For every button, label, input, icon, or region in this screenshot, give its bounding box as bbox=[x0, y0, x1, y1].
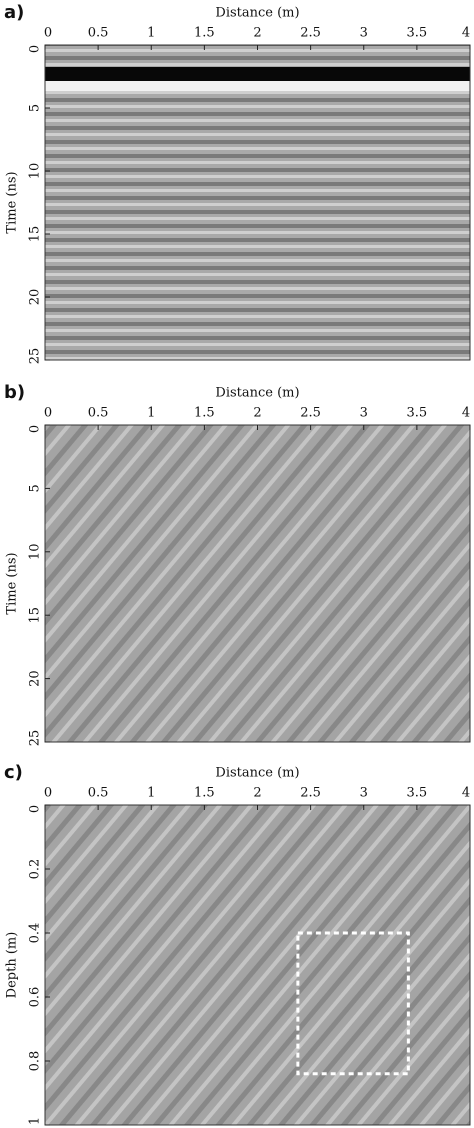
radargram bbox=[45, 425, 470, 742]
y-tick-label: 0.6 bbox=[28, 987, 43, 1008]
y-tick-label: 0.2 bbox=[28, 859, 43, 880]
x-tick-label: 2.5 bbox=[300, 26, 321, 41]
y-tick-label: 10 bbox=[28, 163, 43, 180]
y-tick-label: 0.4 bbox=[28, 923, 43, 944]
y-tick-label: 5 bbox=[28, 104, 43, 112]
x-tick-label: 4 bbox=[462, 786, 470, 801]
y-tick-label: 0 bbox=[28, 45, 43, 53]
x-tick-label: 1 bbox=[147, 26, 155, 41]
x-tick-label: 2 bbox=[253, 26, 261, 41]
panel: b) Distance (m) Time (ns) 0 0.5 1 1.5 2 2.5 3 3.5 4… bbox=[4, 382, 471, 747]
y-tick-label: 0 bbox=[28, 425, 43, 433]
y-tick-label: 0.8 bbox=[28, 1051, 43, 1072]
y-tick-label: 25 bbox=[28, 730, 43, 747]
x-tick-label: 2 bbox=[253, 786, 261, 801]
x-tick-label: 0 bbox=[44, 786, 52, 801]
y-tick-label: 20 bbox=[28, 670, 43, 687]
y-tick-label: 10 bbox=[28, 544, 43, 561]
y-axis-label: Time (ns) bbox=[5, 171, 20, 233]
x-tick-label: 3 bbox=[360, 406, 368, 421]
y-tick-label: 15 bbox=[28, 607, 43, 624]
x-tick-label: 2 bbox=[253, 406, 261, 421]
x-tick-label: 3.5 bbox=[407, 786, 428, 801]
x-tick-label: 0 bbox=[44, 406, 52, 421]
x-tick-label: 4 bbox=[462, 406, 470, 421]
x-tick-label: 4 bbox=[462, 26, 470, 41]
y-axis-label: Depth (m) bbox=[5, 932, 20, 999]
y-tick-label: 20 bbox=[28, 289, 43, 306]
x-axis-label: Distance (m) bbox=[215, 386, 299, 401]
panel-label: a) bbox=[4, 2, 24, 23]
direct-wave-band bbox=[45, 67, 470, 81]
highlight-box bbox=[296, 931, 410, 1076]
x-tick-label: 0.5 bbox=[88, 786, 109, 801]
y-tick-label: 1 bbox=[28, 1117, 43, 1125]
panel: a) Distance (m) Time (ns) 0 0.5 1 1.5 2 2.5 3 3.5 4… bbox=[4, 2, 471, 365]
panel-label: c) bbox=[4, 762, 23, 783]
x-tick-label: 3 bbox=[360, 26, 368, 41]
x-tick-label: 1.5 bbox=[194, 26, 215, 41]
direct-wave-halo bbox=[45, 81, 470, 91]
x-tick-label: 1 bbox=[147, 786, 155, 801]
y-axis-label: Time (ns) bbox=[5, 552, 20, 614]
x-axis-label: Distance (m) bbox=[215, 6, 299, 21]
x-tick-label: 1 bbox=[147, 406, 155, 421]
x-tick-label: 0.5 bbox=[88, 26, 109, 41]
y-tick-label: 15 bbox=[28, 226, 43, 243]
x-axis-label: Distance (m) bbox=[215, 766, 299, 781]
radargram bbox=[45, 45, 470, 360]
panel: c) Distance (m) Depth (m) 0 0.5 1 1.5 2 2.5 3 3.5 4… bbox=[4, 762, 471, 1126]
radargram bbox=[45, 805, 470, 1125]
panel-label: b) bbox=[4, 382, 25, 403]
x-tick-label: 0 bbox=[44, 26, 52, 41]
y-tick-label: 5 bbox=[28, 484, 43, 492]
x-tick-label: 2.5 bbox=[300, 406, 321, 421]
y-tick-label: 25 bbox=[28, 348, 43, 365]
x-tick-label: 1.5 bbox=[194, 406, 215, 421]
x-tick-label: 3.5 bbox=[407, 26, 428, 41]
x-tick-label: 3 bbox=[360, 786, 368, 801]
x-tick-label: 1.5 bbox=[194, 786, 215, 801]
x-tick-label: 2.5 bbox=[300, 786, 321, 801]
x-tick-label: 3.5 bbox=[407, 406, 428, 421]
y-tick-label: 0 bbox=[28, 805, 43, 813]
x-tick-label: 0.5 bbox=[88, 406, 109, 421]
